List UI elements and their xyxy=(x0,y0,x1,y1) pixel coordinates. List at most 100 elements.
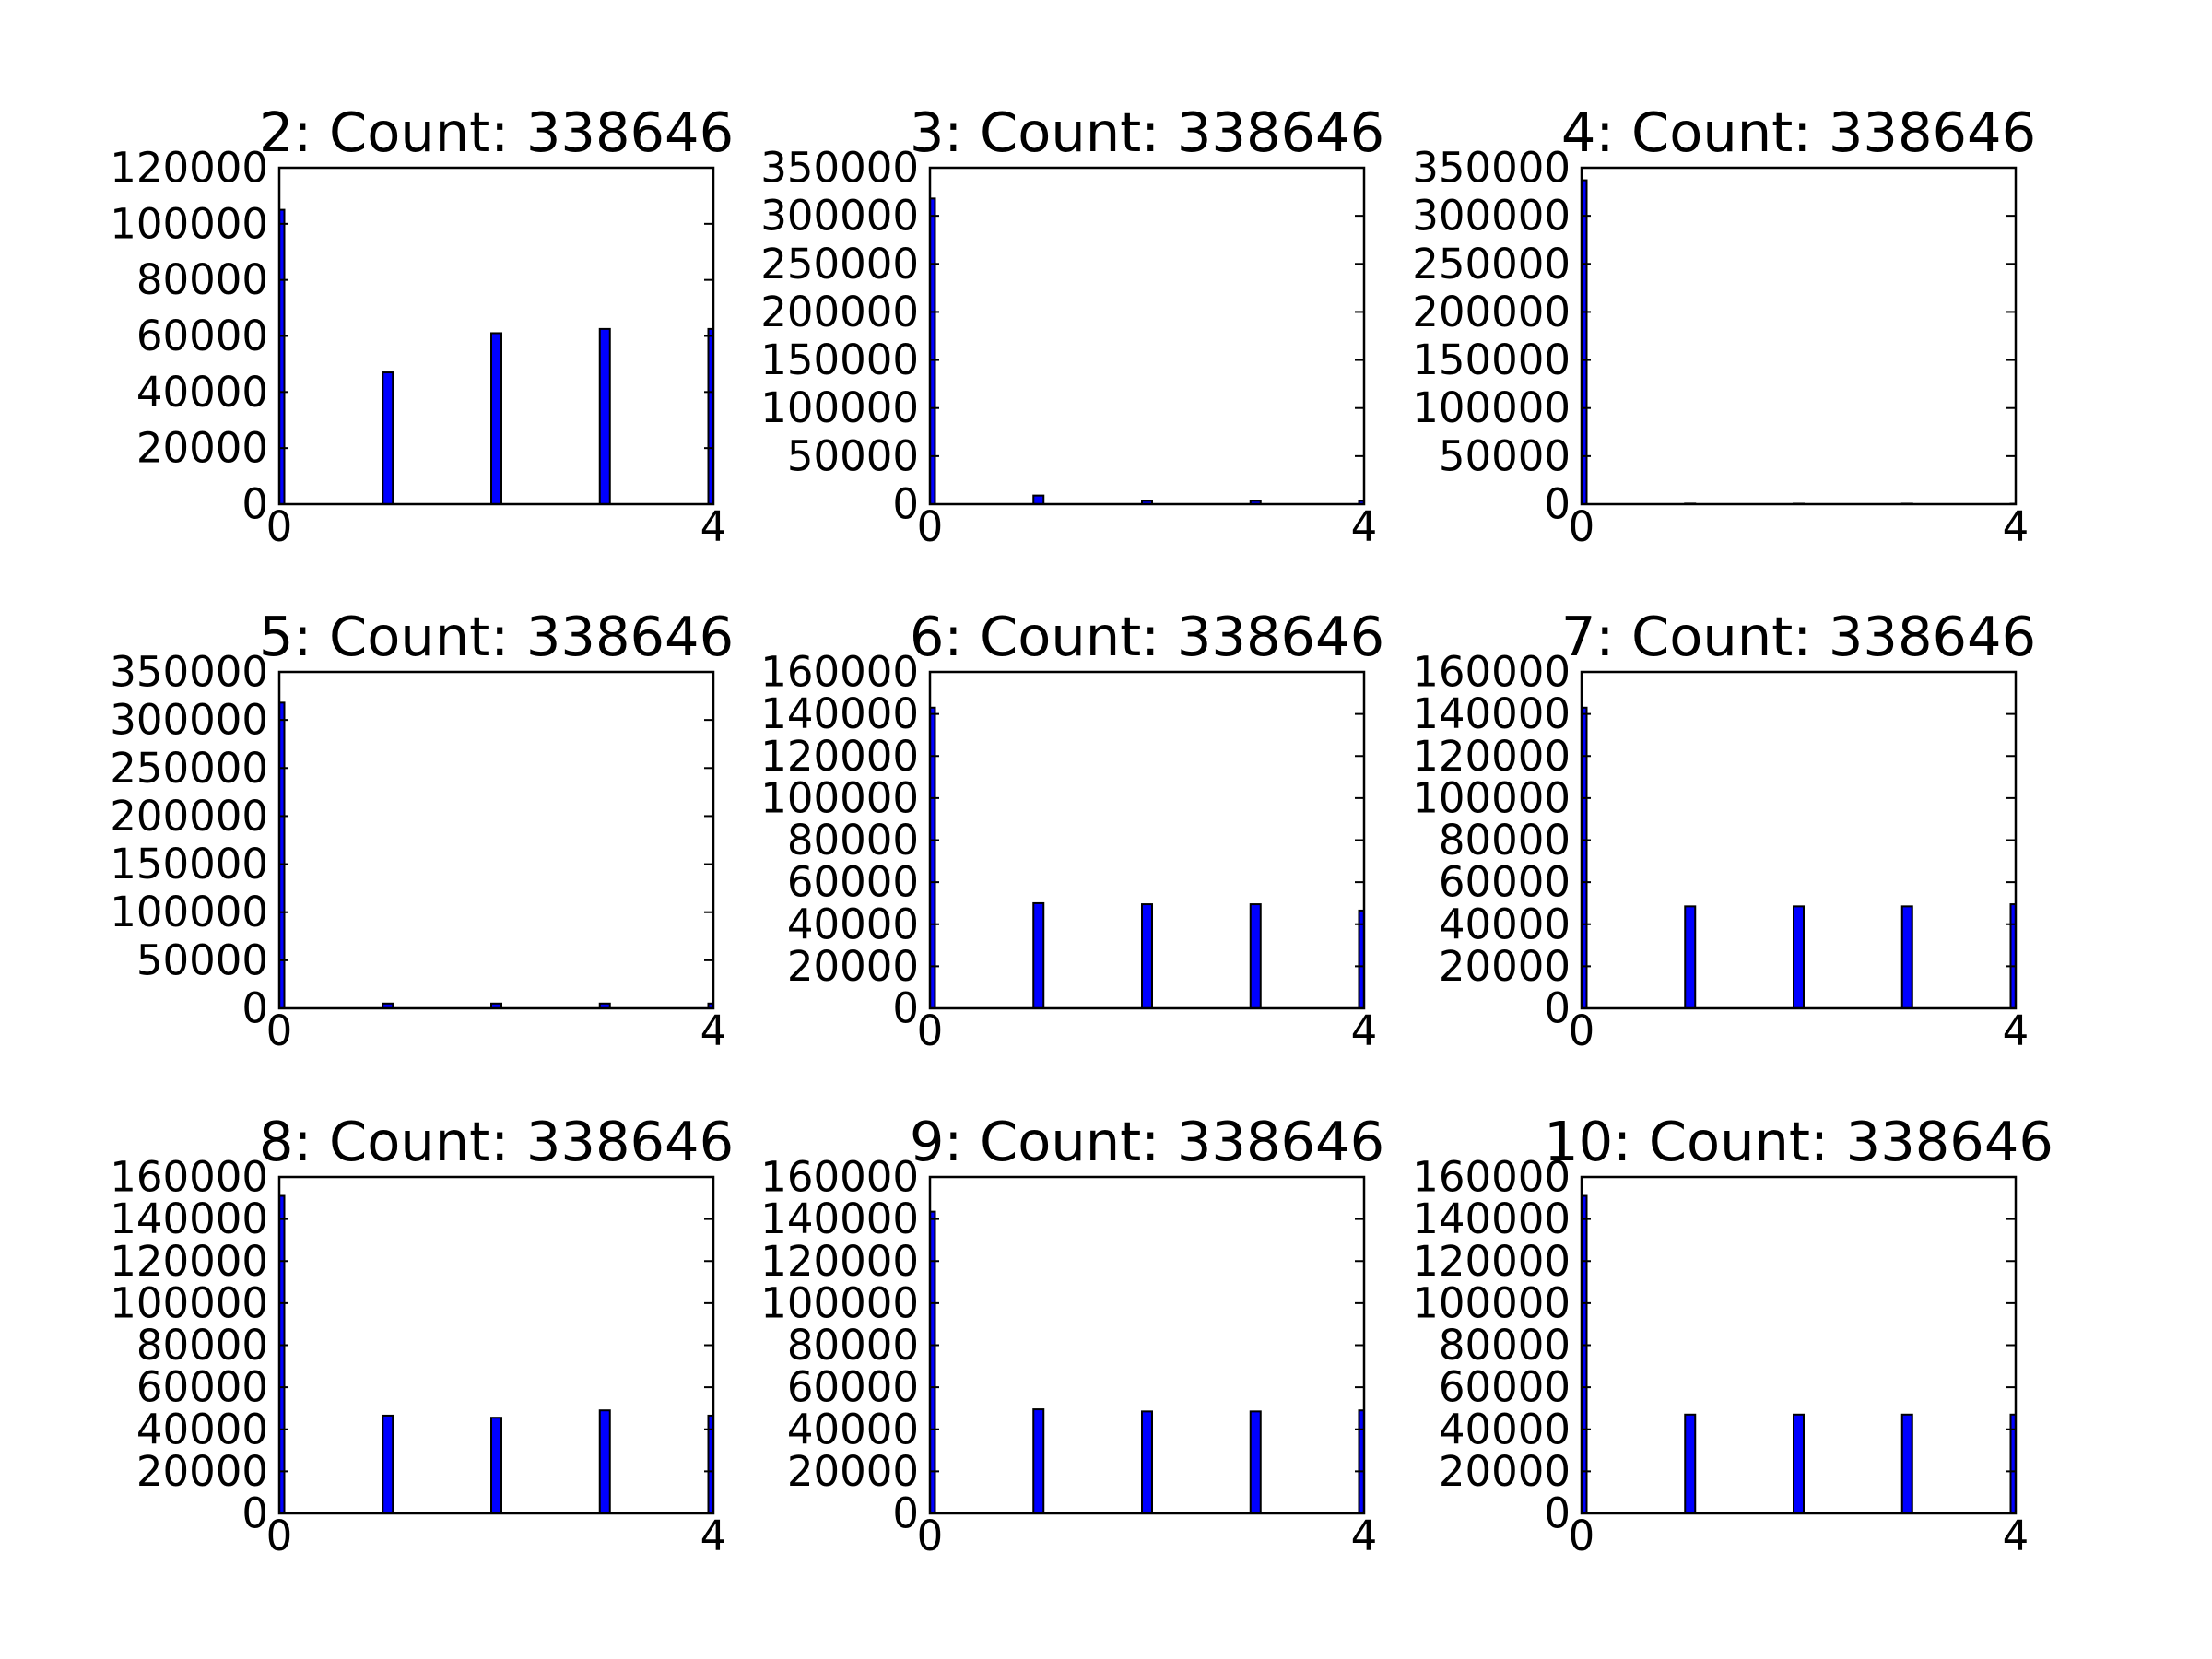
y-tick-label: 80000 xyxy=(1439,1321,1571,1370)
subplot-title: 10: Count: 338646 xyxy=(1544,1110,2053,1173)
y-tick-label: 80000 xyxy=(136,255,268,304)
bar-3 xyxy=(1793,1413,1805,1514)
y-tick-label: 140000 xyxy=(760,1194,919,1243)
bar-2 xyxy=(1684,905,1697,1009)
x-tick-label: 0 xyxy=(1569,1006,1595,1055)
y-tick-label: 0 xyxy=(241,1489,268,1538)
subplot-3: 0500001000001500002000002500003000003500… xyxy=(1412,100,2036,551)
y-tick-label: 100000 xyxy=(1412,1278,1571,1327)
y-tick-label: 120000 xyxy=(1412,1237,1571,1286)
subplot-7: 0200004000060000800001000001200001400001… xyxy=(110,1110,734,1560)
bar-4 xyxy=(598,327,611,506)
axes-frame xyxy=(1580,166,2018,506)
y-tick-label: 140000 xyxy=(760,689,919,738)
y-tick-label: 0 xyxy=(241,984,268,1033)
y-tick-label: 50000 xyxy=(136,935,268,984)
subplot-title: 8: Count: 338646 xyxy=(259,1110,734,1173)
y-tick-label: 40000 xyxy=(787,1405,919,1453)
y-tick-label: 80000 xyxy=(1439,816,1571,865)
y-tick-label: 20000 xyxy=(787,1447,919,1496)
y-tick-label: 100000 xyxy=(110,199,268,248)
y-tick-label: 40000 xyxy=(136,1405,268,1453)
y-tick-label: 100000 xyxy=(760,1278,919,1327)
y-tick-label: 60000 xyxy=(136,312,268,360)
y-tick-label: 160000 xyxy=(110,1153,268,1202)
y-tick-label: 160000 xyxy=(1412,648,1571,697)
subplot-title: 6: Count: 338646 xyxy=(910,605,1384,668)
y-tick-label: 0 xyxy=(1544,1489,1571,1538)
y-tick-label: 20000 xyxy=(1439,1447,1571,1496)
bar-4 xyxy=(1900,1413,1913,1514)
bar-4 xyxy=(598,1409,611,1514)
y-tick-label: 350000 xyxy=(760,144,919,193)
y-tick-label: 150000 xyxy=(1412,335,1571,384)
subplot-title: 2: Count: 338646 xyxy=(259,100,734,164)
y-tick-label: 100000 xyxy=(760,773,919,822)
bar-2 xyxy=(382,1414,394,1514)
y-tick-label: 100000 xyxy=(110,888,268,936)
y-tick-label: 120000 xyxy=(760,732,919,781)
y-tick-label: 200000 xyxy=(110,792,268,841)
y-tick-label: 350000 xyxy=(110,648,268,697)
x-tick-label: 0 xyxy=(917,1512,944,1560)
y-tick-label: 40000 xyxy=(136,368,268,417)
x-tick-label: 4 xyxy=(2003,502,2030,551)
y-tick-label: 100000 xyxy=(760,383,919,432)
x-tick-label: 0 xyxy=(917,1006,944,1055)
y-tick-label: 50000 xyxy=(787,431,919,480)
y-tick-label: 160000 xyxy=(760,648,919,697)
y-tick-label: 120000 xyxy=(110,1237,268,1286)
y-tick-label: 300000 xyxy=(760,192,919,241)
subplot-title: 5: Count: 338646 xyxy=(259,605,734,668)
y-tick-label: 50000 xyxy=(1439,431,1571,480)
bar-2 xyxy=(382,371,394,505)
y-tick-label: 20000 xyxy=(787,942,919,991)
y-tick-label: 40000 xyxy=(1439,900,1571,948)
x-tick-label: 4 xyxy=(700,1512,727,1560)
y-tick-label: 60000 xyxy=(787,858,919,907)
subplot-1: 0 20000 40000 60000 80000 100000 120000 0 4 2: Co… xyxy=(110,100,734,551)
y-tick-label: 120000 xyxy=(110,144,268,193)
x-tick-label: 4 xyxy=(1351,1512,1378,1560)
x-tick-label: 4 xyxy=(700,1006,727,1055)
bar-2 xyxy=(1032,1408,1045,1514)
y-tick-label: 40000 xyxy=(787,900,919,948)
bar-4 xyxy=(1249,1410,1262,1514)
y-tick-label: 60000 xyxy=(1439,858,1571,907)
y-tick-label: 60000 xyxy=(1439,1363,1571,1412)
y-tick-label: 40000 xyxy=(1439,1405,1571,1453)
y-tick-label: 80000 xyxy=(136,1321,268,1370)
bar-2 xyxy=(1032,494,1045,505)
bar-2 xyxy=(1684,1413,1697,1514)
x-tick-label: 4 xyxy=(2003,1006,2030,1055)
bar-3 xyxy=(1793,905,1805,1009)
y-tick-label: 20000 xyxy=(136,424,268,473)
y-tick-label: 300000 xyxy=(110,696,268,745)
subplot-2: 0500001000001500002000002500003000003500… xyxy=(760,100,1384,551)
subplot-8: 0200004000060000800001000001200001400001… xyxy=(760,1110,1384,1560)
y-tick-label: 0 xyxy=(241,480,268,529)
subplot-5: 0 200004000060000800001000001200001400001… xyxy=(760,605,1384,1055)
y-tick-label: 0 xyxy=(1544,984,1571,1033)
y-tick-label: 60000 xyxy=(787,1363,919,1412)
y-tick-label: 350000 xyxy=(1412,144,1571,193)
axes-frame xyxy=(928,166,1366,506)
y-tick-label: 150000 xyxy=(110,840,268,888)
x-tick-label: 0 xyxy=(266,1006,293,1055)
x-tick-label: 0 xyxy=(917,502,944,551)
axes-frame xyxy=(277,670,715,1010)
y-tick-label: 200000 xyxy=(760,288,919,336)
bar-3 xyxy=(490,332,502,506)
y-tick-label: 0 xyxy=(892,480,919,529)
x-tick-label: 4 xyxy=(2003,1512,2030,1560)
bar-4 xyxy=(1249,903,1262,1009)
y-tick-label: 160000 xyxy=(760,1153,919,1202)
y-tick-label: 80000 xyxy=(787,816,919,865)
subplot-4: 0500001000001500002000002500003000003500… xyxy=(110,605,734,1055)
x-tick-label: 0 xyxy=(266,502,293,551)
y-tick-label: 0 xyxy=(1544,480,1571,529)
y-tick-label: 200000 xyxy=(1412,288,1571,336)
y-tick-label: 100000 xyxy=(110,1278,268,1327)
y-tick-label: 120000 xyxy=(1412,732,1571,781)
y-tick-label: 20000 xyxy=(1439,942,1571,991)
